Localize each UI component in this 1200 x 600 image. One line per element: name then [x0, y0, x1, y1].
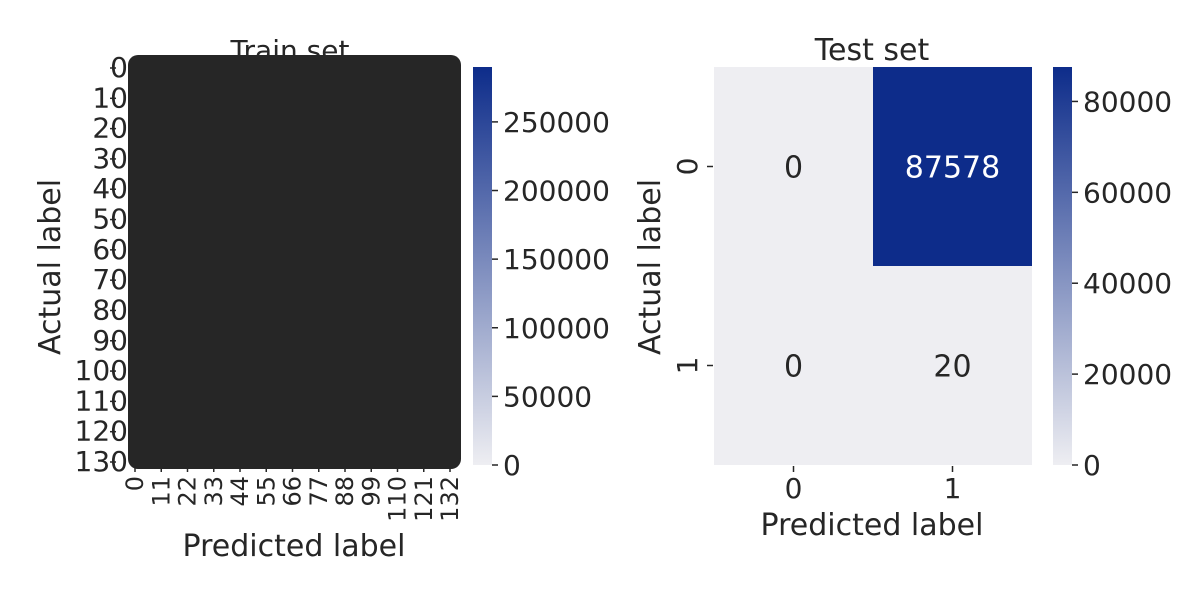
test-y-tick-labels: 01 [671, 158, 713, 375]
train-x-tick-label: 33 [200, 476, 228, 507]
train-y-tick-label: 80 [92, 293, 128, 326]
train-ylabel: Actual label [33, 179, 68, 355]
train-y-tick-label: 40 [92, 172, 128, 205]
test-cell [714, 266, 873, 465]
test-heatmap-cells [714, 67, 1032, 465]
train-xlabel: Predicted label [183, 529, 406, 564]
colorbar-tick-label: 40000 [1083, 267, 1172, 300]
colorbar-tick-label: 20000 [1083, 358, 1172, 391]
test-cell-value: 87578 [905, 151, 1000, 186]
colorbar-tick-label: 0 [503, 449, 521, 482]
train-x-tick-label: 121 [410, 476, 438, 522]
train-y-tick-label: 0 [110, 51, 128, 84]
train-x-tick-label: 0 [121, 476, 149, 491]
colorbar-tick-label: 0 [1083, 449, 1101, 482]
train-y-tick-label: 70 [92, 263, 128, 296]
train-x-tick-label: 88 [331, 476, 359, 507]
train-x-tick-label: 99 [357, 476, 385, 507]
colorbar-tick-label: 150000 [503, 243, 610, 276]
train-y-tick-label: 100 [75, 354, 128, 387]
colorbar-tick-label: 200000 [503, 175, 610, 208]
colorbar-tick-label: 100000 [503, 312, 610, 345]
test-y-tick-label: 1 [671, 357, 704, 375]
train-y-tick-label: 120 [75, 415, 128, 448]
test-cell-value: 20 [933, 350, 971, 385]
train-y-tick-label: 30 [92, 142, 128, 175]
train-y-tick-label: 130 [75, 445, 128, 478]
test-colorbar-gradient [1053, 67, 1072, 465]
train-x-tick-label: 110 [384, 476, 412, 522]
colorbar-tick-label: 80000 [1083, 85, 1172, 118]
test-xlabel: Predicted label [761, 508, 984, 543]
test-x-tick-label: 0 [785, 472, 803, 505]
train-y-tick-label: 90 [92, 324, 128, 357]
train-y-tick-label: 50 [92, 203, 128, 236]
train-x-tick-label: 132 [436, 476, 464, 522]
test-cell [873, 266, 1032, 465]
train-heatmap-panel: Train set 010203040506070809010011012013… [33, 34, 610, 564]
train-x-tick-label: 22 [174, 476, 202, 507]
train-y-tick-label: 20 [92, 112, 128, 145]
test-cell [714, 67, 873, 266]
test-cell-value: 0 [784, 350, 803, 385]
test-ylabel: Actual label [633, 179, 668, 355]
train-x-tick-label: 77 [305, 476, 333, 507]
colorbar-tick-label: 250000 [503, 106, 610, 139]
train-y-tick-label: 10 [92, 81, 128, 114]
train-y-tick-label: 60 [92, 233, 128, 266]
train-x-tick-label: 55 [252, 476, 280, 507]
train-heatmap-cells [128, 55, 461, 469]
test-colorbar: 0 20000 40000 60000 80000 [1053, 67, 1172, 482]
train-colorbar-gradient [473, 67, 492, 465]
train-colorbar: 0 50000 100000 150000 200000 250000 [473, 67, 610, 482]
test-colorbar-ticks: 0 20000 40000 60000 80000 [1072, 85, 1172, 482]
test-x-tick-label: 1 [944, 472, 962, 505]
test-y-tick-label: 0 [671, 158, 704, 176]
train-x-tick-label: 44 [226, 476, 254, 507]
test-title: Test set [814, 33, 930, 68]
test-cell-annotations: 0 87578 0 20 [784, 151, 1000, 385]
train-heatmap-annotation-block [128, 55, 461, 469]
colorbar-tick-label: 50000 [503, 380, 592, 413]
train-y-tick-label: 110 [75, 384, 128, 417]
test-cell-value: 0 [784, 151, 803, 186]
train-x-tick-label: 66 [279, 476, 307, 507]
train-x-tick-label: 11 [147, 476, 175, 507]
train-colorbar-ticks: 0 50000 100000 150000 200000 250000 [492, 106, 610, 482]
test-cell [873, 67, 1032, 266]
colorbar-tick-label: 60000 [1083, 176, 1172, 209]
